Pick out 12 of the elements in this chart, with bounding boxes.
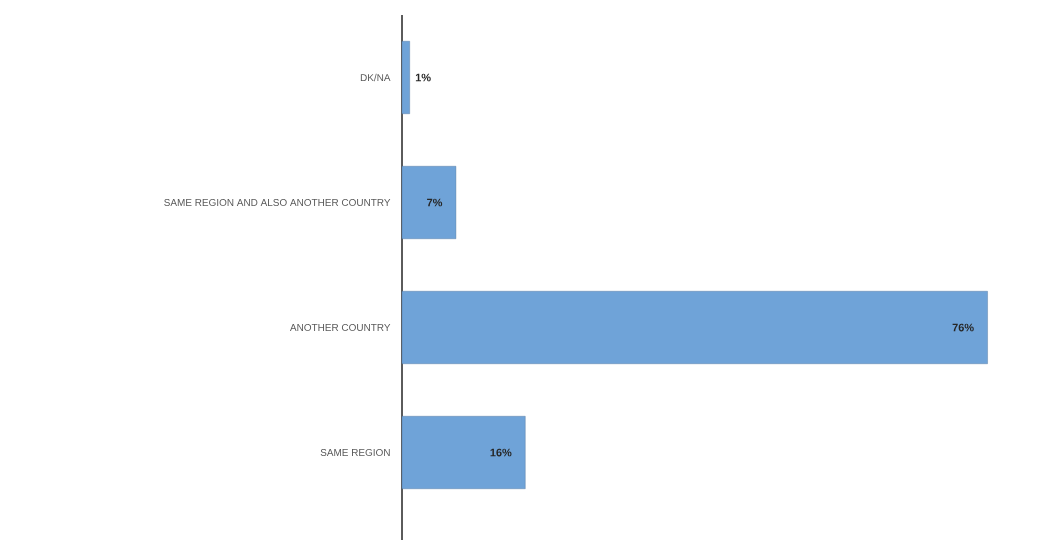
bar: [401, 416, 526, 489]
y-tick-label: SAME REGION: [320, 448, 390, 457]
y-tick-label: ANOTHER COUNTRY: [289, 323, 391, 332]
bar: [401, 166, 457, 239]
data-label: 7%: [427, 198, 443, 207]
y-tick-label: SAME REGION AND ALSO ANOTHER COUNTRY: [164, 198, 391, 207]
data-label: 16%: [490, 448, 512, 457]
bar: [401, 291, 988, 364]
bar: [401, 41, 410, 114]
data-label: 76%: [952, 323, 974, 332]
y-tick-label: DK/NA: [360, 73, 391, 82]
data-label: 1%: [415, 73, 431, 82]
